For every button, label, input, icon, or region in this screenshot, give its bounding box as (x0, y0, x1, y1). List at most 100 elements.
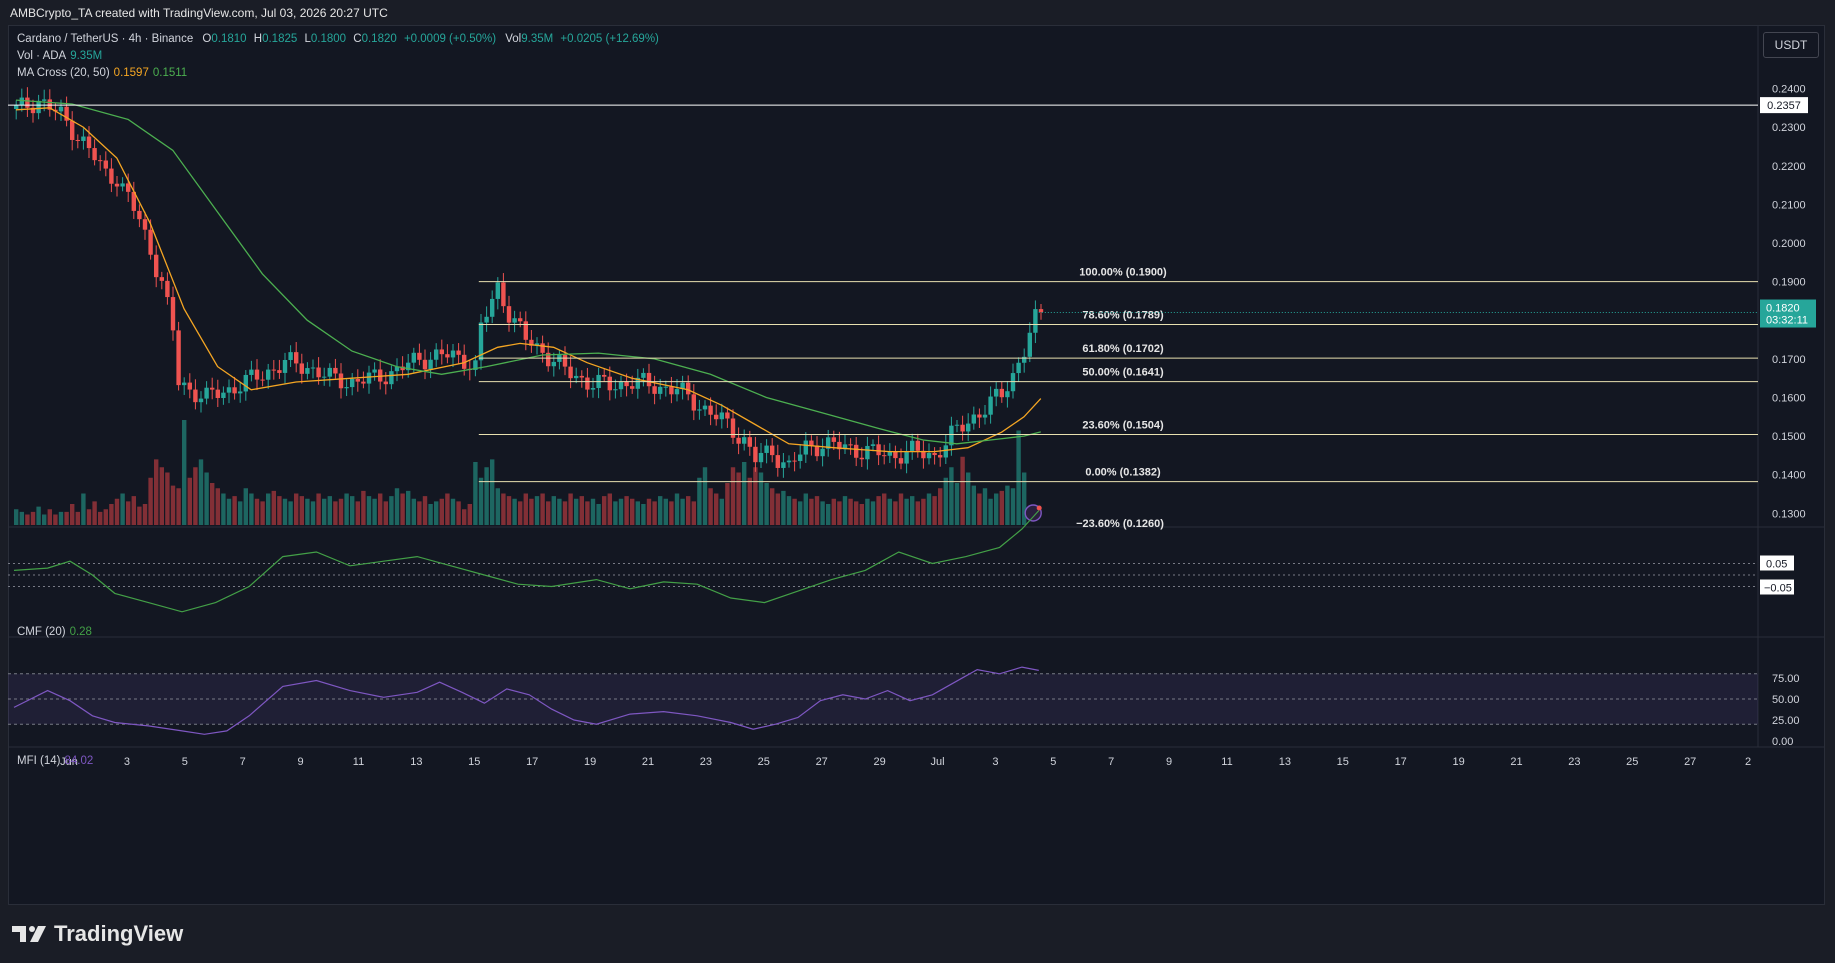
candle-body (19, 97, 24, 106)
volume-bar (630, 498, 635, 525)
open-label: O (202, 33, 212, 45)
high-value: 0.1825 (262, 33, 298, 45)
candle-body (42, 99, 47, 101)
volume-bar (176, 488, 181, 525)
candle-body (193, 389, 198, 403)
volume-bar (193, 467, 198, 525)
volume-bar (646, 498, 652, 525)
candle-body (260, 379, 265, 381)
candle-body (70, 120, 75, 140)
volume-bar (182, 420, 187, 525)
volume-bar (159, 467, 164, 525)
volume-bar (904, 498, 909, 525)
candle-body (271, 369, 276, 371)
time-axis-label: 9 (298, 756, 304, 768)
candle-body (47, 99, 52, 110)
candle-body (204, 387, 209, 399)
time-axis-label: Jun (60, 756, 78, 768)
candle-body (641, 372, 646, 378)
ma-cross-label: MA Cross (20, 50) (17, 67, 110, 79)
candle-body (585, 377, 590, 390)
volume-bar (954, 483, 960, 525)
candle-body (92, 148, 97, 161)
volume-bar (568, 493, 573, 525)
volume-bar (434, 501, 439, 525)
volume-bar (714, 493, 719, 525)
candle-body (904, 450, 909, 464)
volume-bar (271, 490, 276, 525)
volume-bar (736, 472, 741, 525)
volume-bar (540, 493, 545, 525)
volume-bar (25, 514, 30, 525)
volume-bar (658, 496, 663, 525)
volume-bar (926, 493, 932, 525)
time-axis-label: 17 (526, 756, 538, 768)
candle-body (719, 412, 724, 420)
volume-bar (798, 501, 803, 525)
time-axis-label: 29 (873, 756, 885, 768)
candle-body (971, 414, 976, 424)
candle-body (434, 349, 439, 360)
volume-bar (635, 501, 640, 525)
mfi-line (13, 666, 1039, 735)
volume-bar (618, 498, 624, 525)
symbol-label[interactable]: Cardano / TetherUS · 4h · Binance (17, 33, 194, 45)
candle-body (820, 448, 825, 457)
candle-body (210, 387, 215, 390)
candle-body (445, 354, 450, 358)
volume-bar (154, 459, 159, 525)
candle-body (630, 386, 635, 389)
cmf-legend[interactable]: CMF (20) 0.28 (17, 626, 92, 638)
fib-level-label: 100.00% (0.1900) (1079, 267, 1167, 279)
volume-bar (1016, 430, 1021, 525)
ma-cross-legend[interactable]: MA Cross (20, 50) 0.1597 0.1511 (17, 67, 187, 79)
volume-bar (243, 488, 248, 525)
volume-bar (355, 501, 360, 525)
candle-body (551, 361, 556, 367)
time-axis-label: 25 (1626, 756, 1638, 768)
vol-label: Vol (505, 33, 522, 45)
chart-frame (8, 25, 1825, 905)
candle-body (282, 360, 288, 373)
volume-bar (579, 496, 584, 525)
candle-body (109, 168, 114, 184)
candle-body (288, 352, 293, 361)
volume-bar (14, 509, 19, 525)
volume-bar (702, 467, 708, 525)
fib-level-label: 61.80% (0.1702) (1082, 343, 1164, 355)
volume-bar (865, 498, 870, 525)
mfi-legend[interactable]: MFI (14) 84.02 (17, 755, 93, 767)
volume-bar (999, 490, 1004, 525)
volume-bar (249, 493, 254, 525)
volume-bar (361, 490, 366, 525)
volume-bar (294, 493, 299, 525)
candle-body (1005, 391, 1010, 398)
candle-body (1027, 332, 1032, 357)
candle-body (658, 386, 663, 394)
candle-body (462, 354, 467, 369)
volume-bar (686, 496, 691, 525)
volume-bar (19, 511, 24, 525)
candle-body (574, 375, 579, 379)
price-chart[interactable]: 0.2400 0.2300 0.2200 0.2100 0.2000 0.1900 0.18… (8, 25, 1825, 905)
volume-bar (366, 496, 372, 525)
candle-body (361, 381, 366, 384)
cmf-tick-tag (1760, 555, 1794, 571)
candle-body (786, 460, 792, 463)
tradingview-logo[interactable]: TradingView (12, 921, 183, 947)
volume-bar (960, 456, 965, 525)
candle-body (366, 372, 372, 384)
volume-bar (523, 493, 528, 525)
volume-bar (137, 506, 142, 525)
currency-button[interactable]: USDT (1763, 32, 1819, 58)
volume-bar (30, 511, 36, 525)
candle-body (546, 352, 551, 367)
volume-bar (842, 496, 848, 525)
volume-bar (204, 472, 209, 525)
volume-bar (327, 496, 332, 525)
candle-body (103, 160, 108, 169)
cmf-label: CMF (20) (17, 626, 66, 638)
volume-bar (344, 493, 349, 525)
volume-legend[interactable]: Vol · ADA 9.35M (17, 50, 102, 62)
volume-bar (126, 501, 131, 525)
